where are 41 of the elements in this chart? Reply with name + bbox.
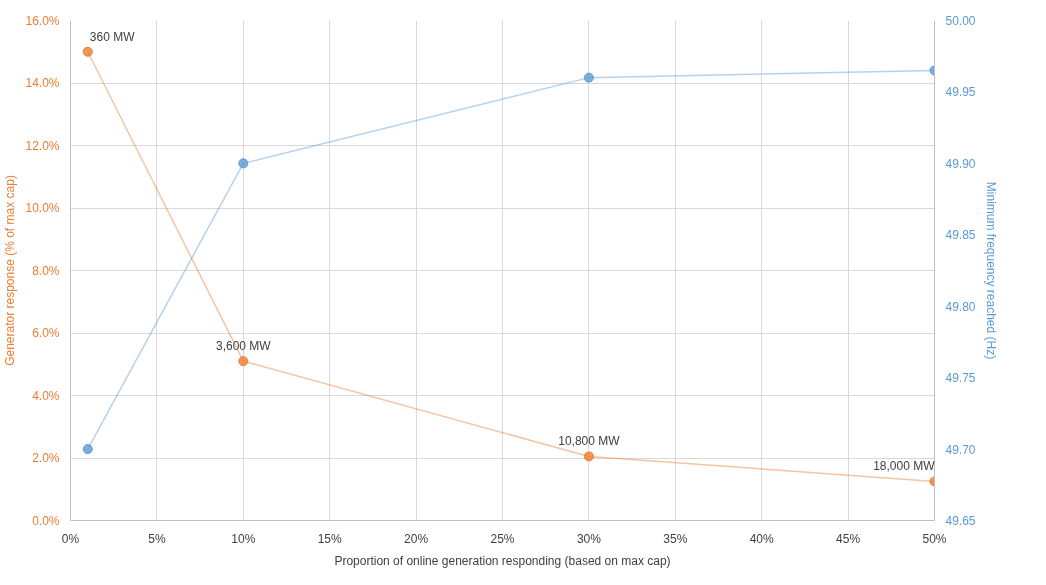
x-tick-label: 30% <box>576 531 602 546</box>
point <box>238 158 249 169</box>
annotation: 360 MW <box>89 29 136 44</box>
x-tick-label: 50% <box>922 531 947 546</box>
y2-tick-label: 49.65 <box>945 514 976 528</box>
y-tick-label: 6.0% <box>32 326 60 340</box>
x-tick-label: 25% <box>490 531 515 546</box>
x-tick-label: 35% <box>663 531 688 546</box>
y-axis-title: Generator response (% of max cap) <box>3 175 18 366</box>
y-tick-label: 2.0% <box>32 451 60 465</box>
y-tick-label: 14.0% <box>25 76 60 90</box>
point <box>583 451 594 462</box>
y-tick-label: 0.0% <box>32 513 60 528</box>
x-tick-label: 20% <box>404 531 429 546</box>
y-tick-label: 8.0% <box>32 263 60 278</box>
y2-tick-label: 49.95 <box>945 85 976 100</box>
y-tick-label: 12.0% <box>25 138 60 153</box>
x-tick-label: 0% <box>61 531 80 546</box>
x-tick-label: 40% <box>749 531 775 546</box>
x-tick-label: 15% <box>317 531 343 546</box>
y2-tick-label: 49.90 <box>945 156 976 171</box>
x-tick-label: 45% <box>836 531 861 546</box>
point <box>238 356 249 367</box>
annotation: 18,000 MW <box>873 459 936 474</box>
y2-axis-title: Minimum frequency reached (Hz) <box>983 181 998 360</box>
annotation: 10,800 MW <box>558 434 621 449</box>
annotation: 3,600 MW <box>215 339 272 354</box>
point <box>583 72 594 83</box>
point <box>82 444 93 455</box>
x-tick-label: 10% <box>231 531 256 546</box>
y2-tick-label: 49.70 <box>945 442 976 457</box>
x-tick-label: 5% <box>148 531 166 546</box>
y2-tick-label: 49.75 <box>945 371 976 386</box>
y2-tick-label: 49.85 <box>945 228 976 243</box>
point <box>82 46 93 57</box>
x-axis-title: Proportion of online generation responding (based on max cap) <box>334 553 671 568</box>
y2-tick-label: 50.00 <box>945 14 976 28</box>
y-tick-label: 4.0% <box>32 388 60 403</box>
y-tick-label: 10.0% <box>25 201 60 215</box>
y-tick-label: 16.0% <box>25 13 60 28</box>
y2-tick-label: 49.80 <box>945 299 976 314</box>
